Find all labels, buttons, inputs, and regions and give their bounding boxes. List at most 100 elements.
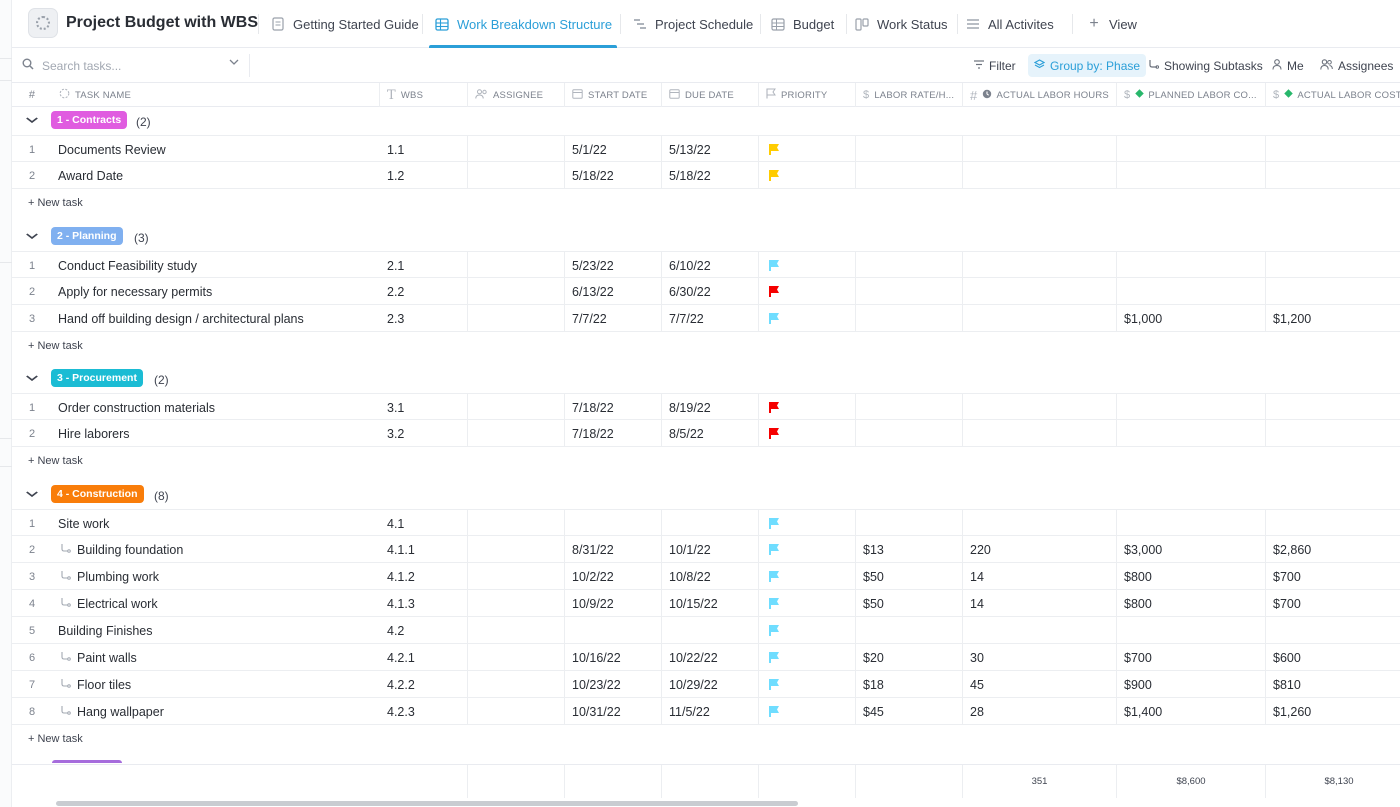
cell-priority[interactable]	[759, 305, 856, 332]
task-name-cell[interactable]: Paint walls	[52, 644, 380, 671]
cell-due[interactable]: 5/13/22	[662, 136, 759, 163]
cell-wbs[interactable]: 4.1	[380, 510, 468, 537]
cell-actual[interactable]	[1266, 252, 1400, 279]
cell-due[interactable]: 5/18/22	[662, 162, 759, 189]
task-name-cell[interactable]: Apply for necessary permits	[52, 278, 380, 305]
horizontal-scrollbar[interactable]	[56, 801, 798, 806]
new-task-button[interactable]: + New task	[28, 340, 83, 352]
cell-rate[interactable]	[856, 162, 963, 189]
cell-rate[interactable]: $20	[856, 644, 963, 671]
table-row[interactable]: 2 Apply for necessary permits 2.2 6/13/22 6/…	[12, 278, 1400, 305]
cell-priority[interactable]	[759, 252, 856, 279]
cell-hours[interactable]: 30	[963, 644, 1117, 671]
cell-assignee[interactable]	[468, 136, 565, 163]
cell-wbs[interactable]: 1.1	[380, 136, 468, 163]
cell-planned[interactable]	[1117, 510, 1266, 537]
cell-start[interactable]: 10/9/22	[565, 590, 662, 617]
cell-actual[interactable]	[1266, 394, 1400, 421]
cell-rate[interactable]	[856, 510, 963, 537]
cell-start[interactable]: 10/2/22	[565, 563, 662, 590]
tab-project-schedule[interactable]: Project Schedule	[632, 0, 753, 48]
cell-planned[interactable]	[1117, 394, 1266, 421]
cell-priority[interactable]	[759, 394, 856, 421]
table-row[interactable]: 4 Electrical work 4.1.3 10/9/22 10/15/22 $50 1…	[12, 590, 1400, 617]
table-row[interactable]: 8 Hang wallpaper 4.2.3 10/31/22 11/5/22 $45 28…	[12, 698, 1400, 725]
cell-wbs[interactable]: 3.2	[380, 420, 468, 447]
cell-hours[interactable]	[963, 617, 1117, 644]
filter-button[interactable]: Filter	[968, 54, 1022, 77]
cell-planned[interactable]: $800	[1117, 563, 1266, 590]
col-priority[interactable]: PRIORITY	[759, 83, 856, 107]
cell-actual[interactable]: $2,860	[1266, 536, 1400, 563]
cell-assignee[interactable]	[468, 536, 565, 563]
cell-wbs[interactable]: 2.3	[380, 305, 468, 332]
table-row[interactable]: 5 Building Finishes 4.2	[12, 617, 1400, 644]
table-row[interactable]: 2 Building foundation 4.1.1 8/31/22 10/1/22 $…	[12, 536, 1400, 563]
cell-start[interactable]: 8/31/22	[565, 536, 662, 563]
cell-priority[interactable]	[759, 278, 856, 305]
table-row[interactable]: 1 Documents Review 1.1 5/1/22 5/13/22	[12, 135, 1400, 163]
cell-priority[interactable]	[759, 644, 856, 671]
cell-planned[interactable]	[1117, 278, 1266, 305]
col-due-date[interactable]: DUE DATE	[662, 83, 759, 107]
cell-due[interactable]: 10/29/22	[662, 671, 759, 698]
col-start-date[interactable]: START DATE	[565, 83, 662, 107]
chevron-down-icon[interactable]	[26, 115, 39, 126]
task-name-cell[interactable]: Floor tiles	[52, 671, 380, 698]
col-labor-rate[interactable]: $ LABOR RATE/H...	[856, 83, 963, 107]
cell-actual[interactable]	[1266, 136, 1400, 163]
cell-hours[interactable]	[963, 305, 1117, 332]
cell-rate[interactable]: $45	[856, 698, 963, 725]
cell-rate[interactable]: $50	[856, 563, 963, 590]
task-name-cell[interactable]: Building Finishes	[52, 617, 380, 644]
cell-hours[interactable]	[963, 162, 1117, 189]
cell-hours[interactable]: 28	[963, 698, 1117, 725]
cell-planned[interactable]	[1117, 252, 1266, 279]
cell-start[interactable]: 7/7/22	[565, 305, 662, 332]
cell-due[interactable]: 10/22/22	[662, 644, 759, 671]
cell-actual[interactable]	[1266, 510, 1400, 537]
cell-rate[interactable]: $18	[856, 671, 963, 698]
cell-assignee[interactable]	[468, 644, 565, 671]
cell-start[interactable]: 6/13/22	[565, 278, 662, 305]
cell-priority[interactable]	[759, 671, 856, 698]
chevron-down-icon[interactable]	[229, 57, 239, 68]
cell-planned[interactable]	[1117, 162, 1266, 189]
cell-planned[interactable]	[1117, 420, 1266, 447]
cell-assignee[interactable]	[468, 590, 565, 617]
search-input[interactable]: Search tasks...	[22, 54, 250, 77]
assignees-button[interactable]: Assignees	[1314, 54, 1399, 77]
cell-actual[interactable]: $1,200	[1266, 305, 1400, 332]
table-row[interactable]: 2 Award Date 1.2 5/18/22 5/18/22	[12, 162, 1400, 189]
cell-planned[interactable]	[1117, 136, 1266, 163]
new-task-button[interactable]: + New task	[28, 733, 83, 745]
tab-getting-started-guide[interactable]: Getting Started Guide	[270, 0, 419, 48]
cell-hours[interactable]: 45	[963, 671, 1117, 698]
cell-due[interactable]: 8/19/22	[662, 394, 759, 421]
table-row[interactable]: 3 Hand off building design / architectura…	[12, 305, 1400, 332]
cell-start[interactable]: 7/18/22	[565, 420, 662, 447]
task-name-cell[interactable]: Documents Review	[52, 136, 380, 163]
tab-all-activites[interactable]: All Activites	[965, 0, 1054, 48]
cell-hours[interactable]	[963, 394, 1117, 421]
cell-actual[interactable]	[1266, 278, 1400, 305]
group-pill[interactable]: 3 - Procurement	[51, 369, 143, 387]
cell-priority[interactable]	[759, 420, 856, 447]
group-pill[interactable]: 1 - Contracts	[51, 111, 128, 129]
cell-rate[interactable]	[856, 394, 963, 421]
cell-start[interactable]	[565, 510, 662, 537]
cell-planned[interactable]: $700	[1117, 644, 1266, 671]
showing-subtasks-button[interactable]: Showing Subtasks	[1142, 54, 1269, 77]
cell-assignee[interactable]	[468, 420, 565, 447]
task-name-cell[interactable]: Hang wallpaper	[52, 698, 380, 725]
col-planned-labor-cost[interactable]: $ PLANNED LABOR CO...	[1117, 83, 1266, 107]
cell-actual[interactable]	[1266, 617, 1400, 644]
cell-due[interactable]: 10/15/22	[662, 590, 759, 617]
new-task-button[interactable]: + New task	[28, 197, 83, 209]
cell-planned[interactable]: $1,400	[1117, 698, 1266, 725]
tab-work-status[interactable]: Work Status	[854, 0, 948, 48]
add-view-button[interactable]: + View	[1086, 0, 1137, 48]
cell-start[interactable]: 10/31/22	[565, 698, 662, 725]
cell-actual[interactable]: $600	[1266, 644, 1400, 671]
cell-start[interactable]: 5/18/22	[565, 162, 662, 189]
